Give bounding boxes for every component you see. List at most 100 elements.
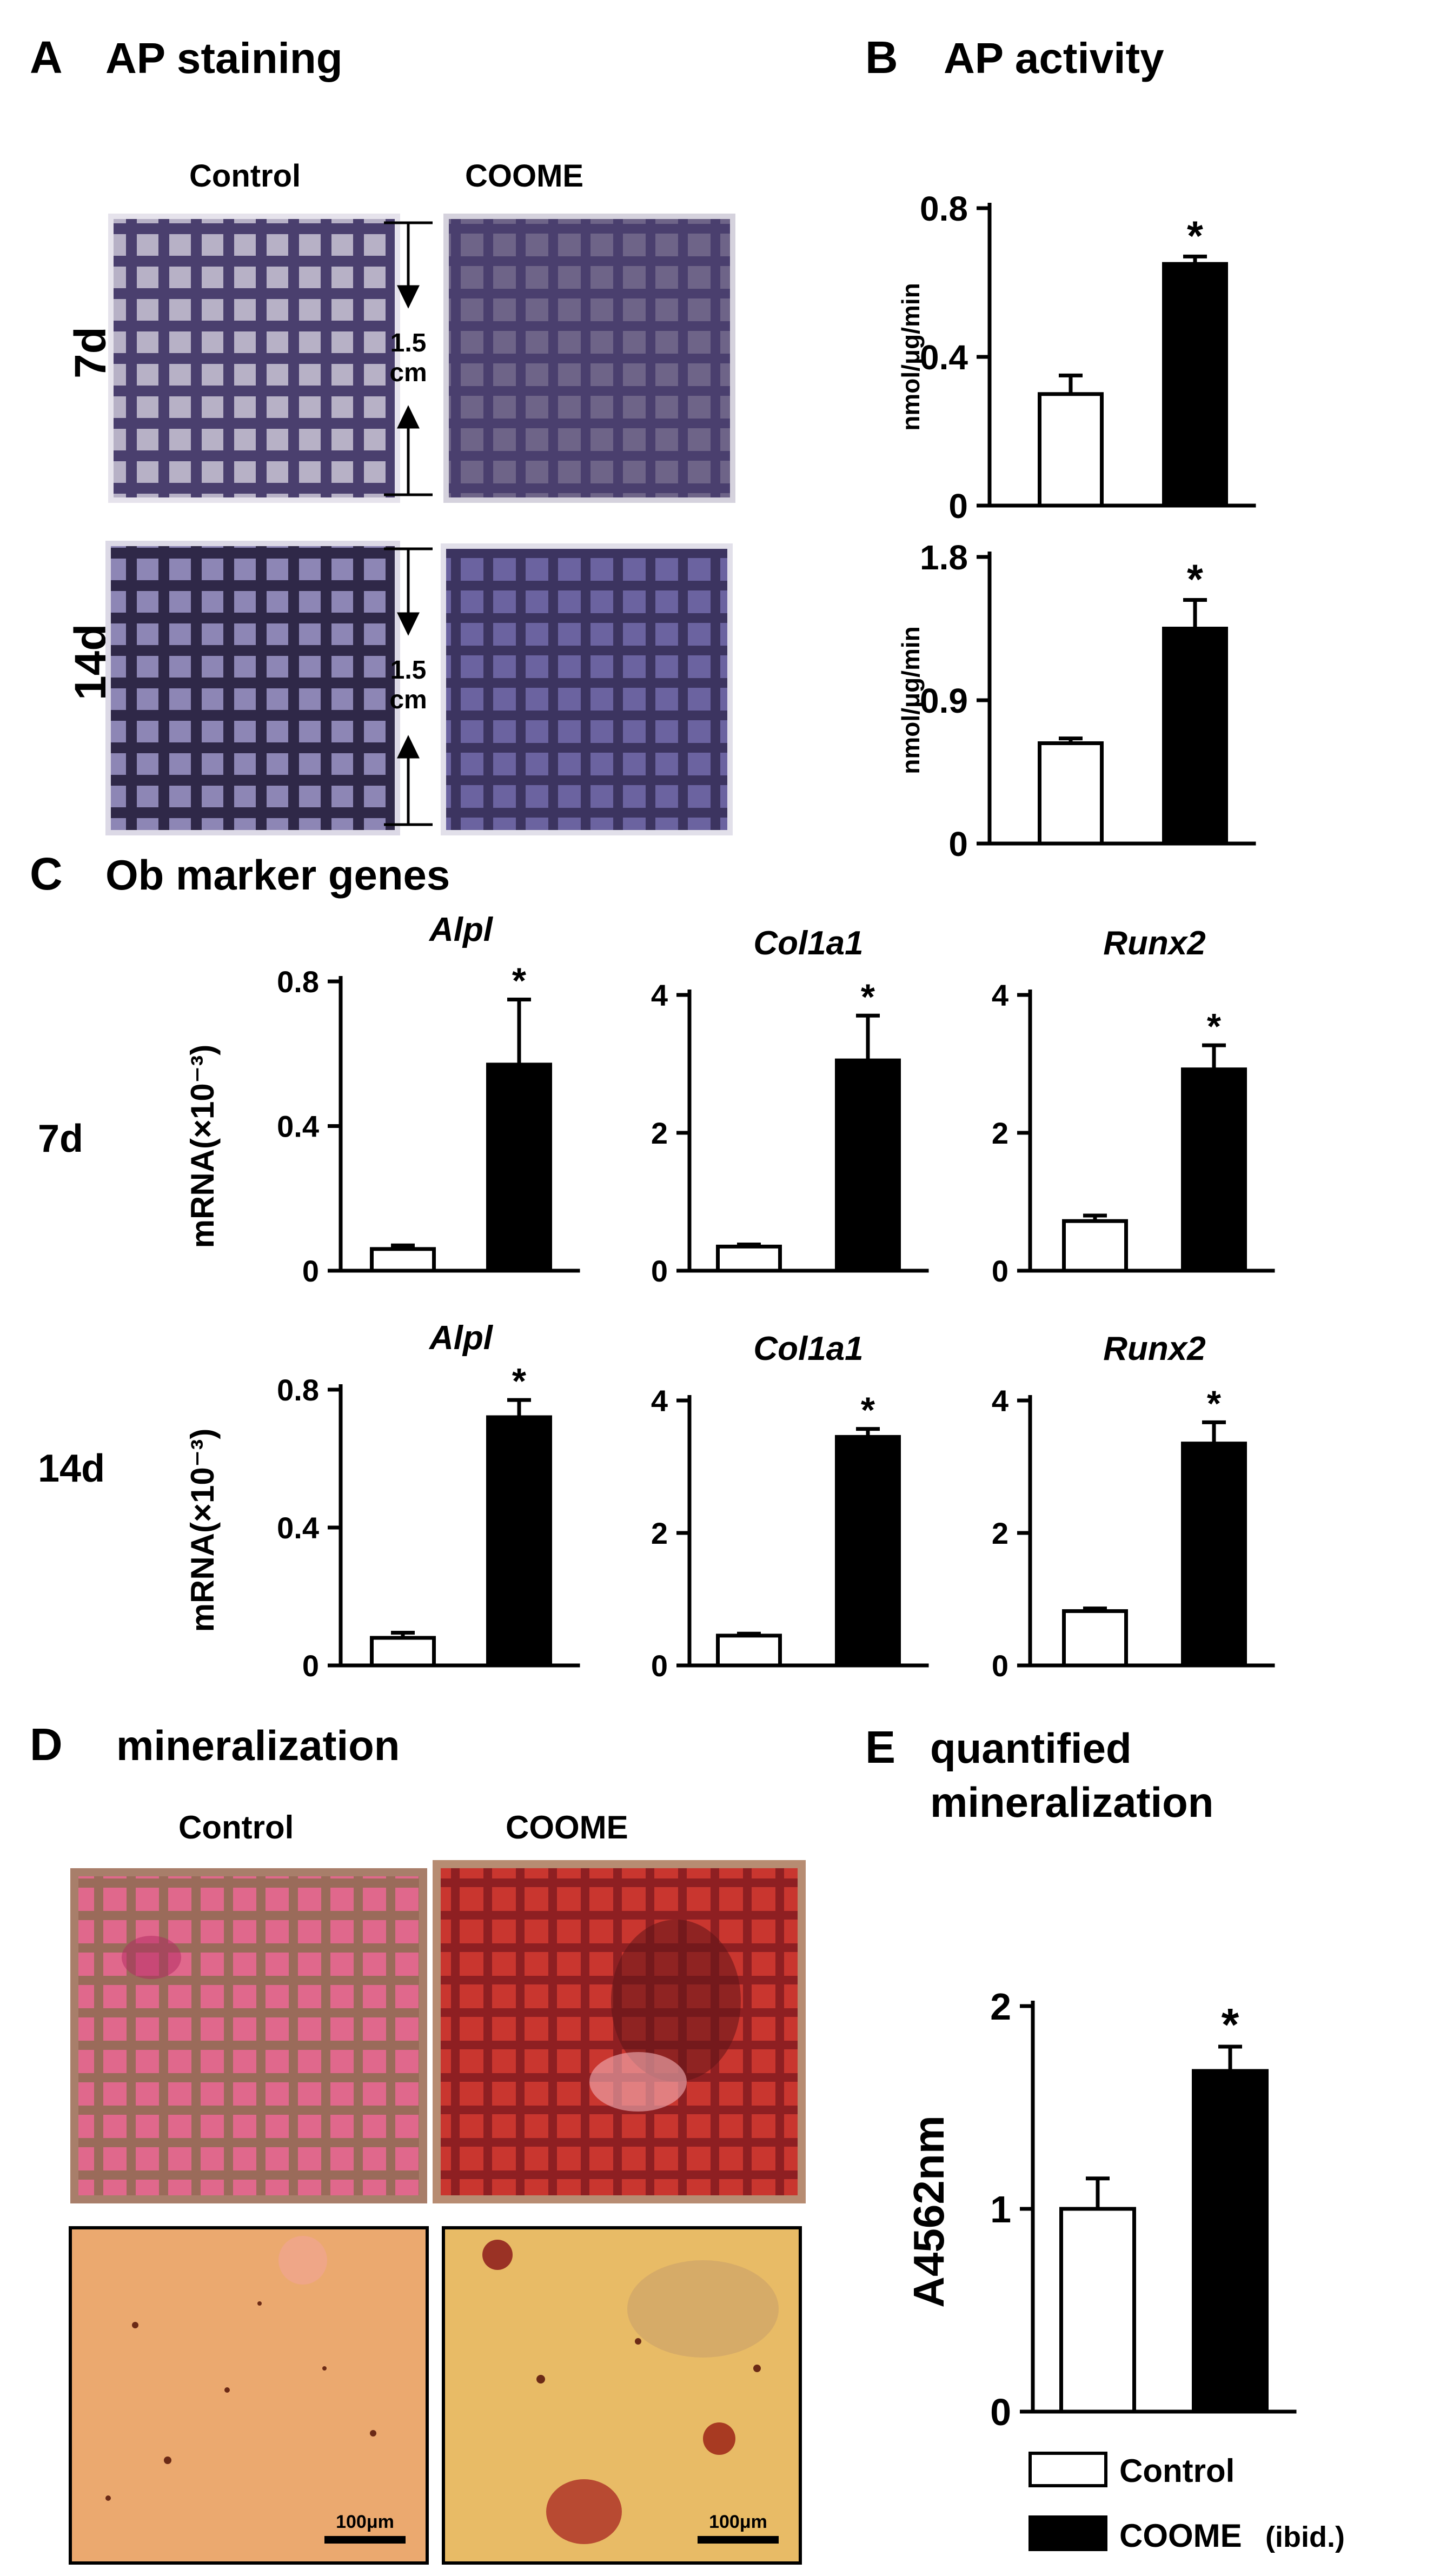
y-tick-label: 2 (990, 1986, 1011, 2028)
significance-marker: * (1207, 1006, 1222, 1047)
y-tick-label: 0.4 (277, 1511, 319, 1545)
y-axis-label: mRNA(×10⁻³) (184, 1045, 221, 1249)
y-tick-label: 0 (651, 1649, 668, 1683)
y-axis-label: mRNA(×10⁻³) (184, 1429, 221, 1632)
significance-marker: * (861, 1390, 875, 1431)
ap-stain-control-7d (108, 214, 400, 503)
y-tick-label: 1.8 (920, 538, 968, 577)
bar-control (1059, 2207, 1136, 2414)
scale-label-14d-unit: cm (389, 686, 427, 714)
panel-a-col-coome: COOME (465, 158, 583, 194)
panel-d-letter: D (30, 1719, 63, 1770)
y-tick-label: 0 (990, 2391, 1011, 2433)
panel-e-title-line1: quantified (930, 1724, 1132, 1772)
y-tick-label: 0 (302, 1649, 319, 1683)
y-tick-label: 2 (651, 1516, 668, 1550)
panel-b-letter: B (865, 32, 898, 83)
y-tick-label: 0.8 (920, 189, 968, 228)
significance-marker: * (1187, 556, 1203, 603)
y-tick-label: 0 (948, 487, 968, 526)
scale-arrow-7d (384, 221, 433, 496)
chart-c-14d-col1a1: 0 2 4 * Col1a1 (651, 1330, 929, 1683)
y-tick-label: 4 (651, 978, 668, 1012)
y-tick-label: 4 (651, 1384, 668, 1418)
legend-coome-label: COOME (1119, 2518, 1242, 2554)
scalebar-label-right: 100μm (709, 2512, 767, 2532)
bar-coome (1162, 627, 1228, 846)
chart-c-14d-alpl: 0 0.4 0.8 * Alpl mRNA(×10⁻³) (184, 1319, 580, 1683)
y-tick-label: 0 (651, 1254, 668, 1288)
panel-d-col-coome: COOME (506, 1809, 628, 1845)
bar-coome (486, 1415, 552, 1668)
legend-control-swatch (1028, 2452, 1107, 2487)
legend-control-label: Control (1119, 2453, 1235, 2489)
micrograph-coome (442, 2226, 802, 2565)
bar-control (370, 1636, 436, 1668)
significance-marker: * (1207, 1383, 1222, 1424)
chart-title: Runx2 (1103, 1330, 1205, 1367)
panel-e-letter: E (865, 1722, 895, 1772)
chart-b-14d: 0 0.9 1.8 * nmol/μg/min (897, 538, 1256, 864)
legend-coome-swatch (1028, 2515, 1107, 2551)
chart-title: Col1a1 (753, 925, 863, 962)
chart-c-7d-alpl: 0 0.4 0.8 * Alpl mRNA(×10⁻³) (184, 911, 580, 1288)
scalebar-label-left: 100μm (336, 2512, 394, 2532)
panel-c-row-14d: 14d (38, 1447, 105, 1490)
bar-control (716, 1634, 782, 1668)
significance-marker: * (861, 977, 875, 1017)
panel-a-letter: A (30, 32, 63, 83)
mineral-stain-control (70, 1868, 427, 2203)
panel-a-row-7d: 7d (66, 327, 115, 379)
y-tick-label: 1 (990, 2188, 1011, 2230)
bar-coome (1162, 262, 1228, 508)
bar-coome (1192, 2069, 1269, 2414)
y-axis-label: nmol/μg/min (897, 283, 925, 430)
y-axis-label: A4562nm (905, 2115, 953, 2308)
chart-c-7d-runx2: 0 2 4 * Runx2 (992, 925, 1275, 1288)
panel-a-title: AP staining (105, 34, 343, 82)
y-tick-label: 0.8 (277, 965, 319, 999)
scale-label-14d-value: 1.5 (390, 656, 427, 685)
y-tick-label: 2 (992, 1116, 1008, 1150)
mineral-stain-coome (433, 1860, 806, 2203)
chart-c-7d-col1a1: 0 2 4 * Col1a1 (651, 925, 929, 1288)
scale-label-7d-unit: cm (389, 358, 427, 387)
y-tick-label: 2 (992, 1516, 1008, 1550)
ap-stain-control-14d (105, 541, 400, 835)
y-tick-label: 0.8 (277, 1373, 319, 1407)
y-tick-label: 2 (651, 1116, 668, 1150)
bar-coome (1181, 1067, 1247, 1273)
chart-e: 0 1 2 * A4562nm (905, 1986, 1297, 2433)
y-tick-label: 0 (992, 1649, 1008, 1683)
y-tick-label: 0 (948, 825, 968, 864)
panel-c-letter: C (30, 848, 63, 899)
y-axis-label: nmol/μg/min (897, 626, 925, 774)
y-tick-label: 0.4 (277, 1110, 319, 1144)
significance-marker: * (1222, 1999, 1239, 2050)
micrograph-control (69, 2226, 429, 2565)
bar-control (716, 1244, 782, 1273)
panel-e-title-line2: mineralization (930, 1778, 1213, 1826)
chart-title: Col1a1 (753, 1330, 863, 1367)
legend: Control COOME (ibid.) (1028, 2452, 1345, 2554)
y-tick-label: 4 (992, 1384, 1008, 1418)
y-tick-label: 0.4 (920, 338, 968, 377)
chart-title: Alpl (428, 1319, 494, 1357)
chart-title: Runx2 (1103, 925, 1205, 962)
bar-coome (835, 1435, 901, 1668)
significance-marker: * (512, 960, 527, 1001)
chart-c-14d-runx2: 0 2 4 *Runx2 (992, 1330, 1275, 1683)
chart-b-7d: 0 0.4 0.8 * nmol/μg/min (897, 189, 1256, 526)
bar-coome (1181, 1442, 1247, 1668)
ap-stain-coome-7d (443, 214, 735, 503)
legend-coome-note: (ibid.) (1265, 2521, 1345, 2553)
bar-control (1038, 741, 1104, 846)
significance-marker: * (1187, 213, 1203, 259)
bar-control (1062, 1609, 1128, 1668)
y-tick-label: 0 (992, 1254, 1008, 1288)
bar-coome (835, 1058, 901, 1273)
scale-label-7d-value: 1.5 (390, 329, 427, 357)
bar-control (1038, 392, 1104, 508)
panel-b-title: AP activity (944, 34, 1164, 82)
